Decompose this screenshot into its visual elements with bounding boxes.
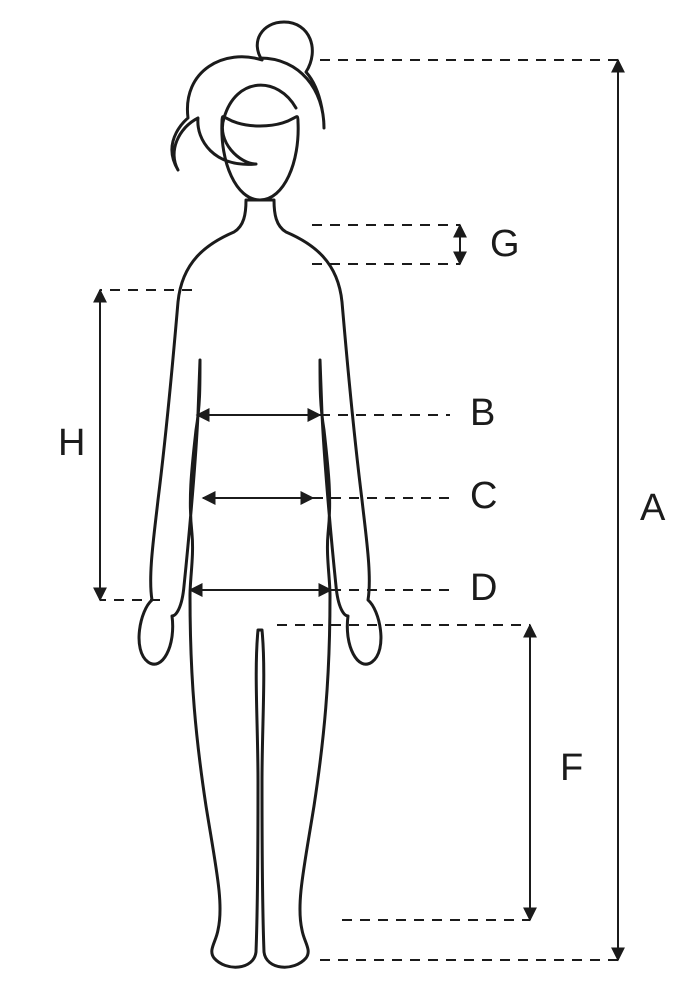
label-A-0: A (640, 487, 666, 529)
body-figure (139, 22, 381, 967)
label-H-6: H (58, 422, 85, 464)
face-outline (222, 117, 298, 200)
label-G-1: G (490, 223, 520, 265)
body-outline (139, 200, 381, 967)
hair-outline (172, 22, 324, 170)
measurement-diagram: A G BC D F H (0, 0, 700, 1000)
label-B-2: B (470, 392, 495, 434)
label-D-4: D (470, 567, 497, 609)
label-C-3: C (470, 475, 497, 517)
label-F-5: F (560, 747, 583, 789)
